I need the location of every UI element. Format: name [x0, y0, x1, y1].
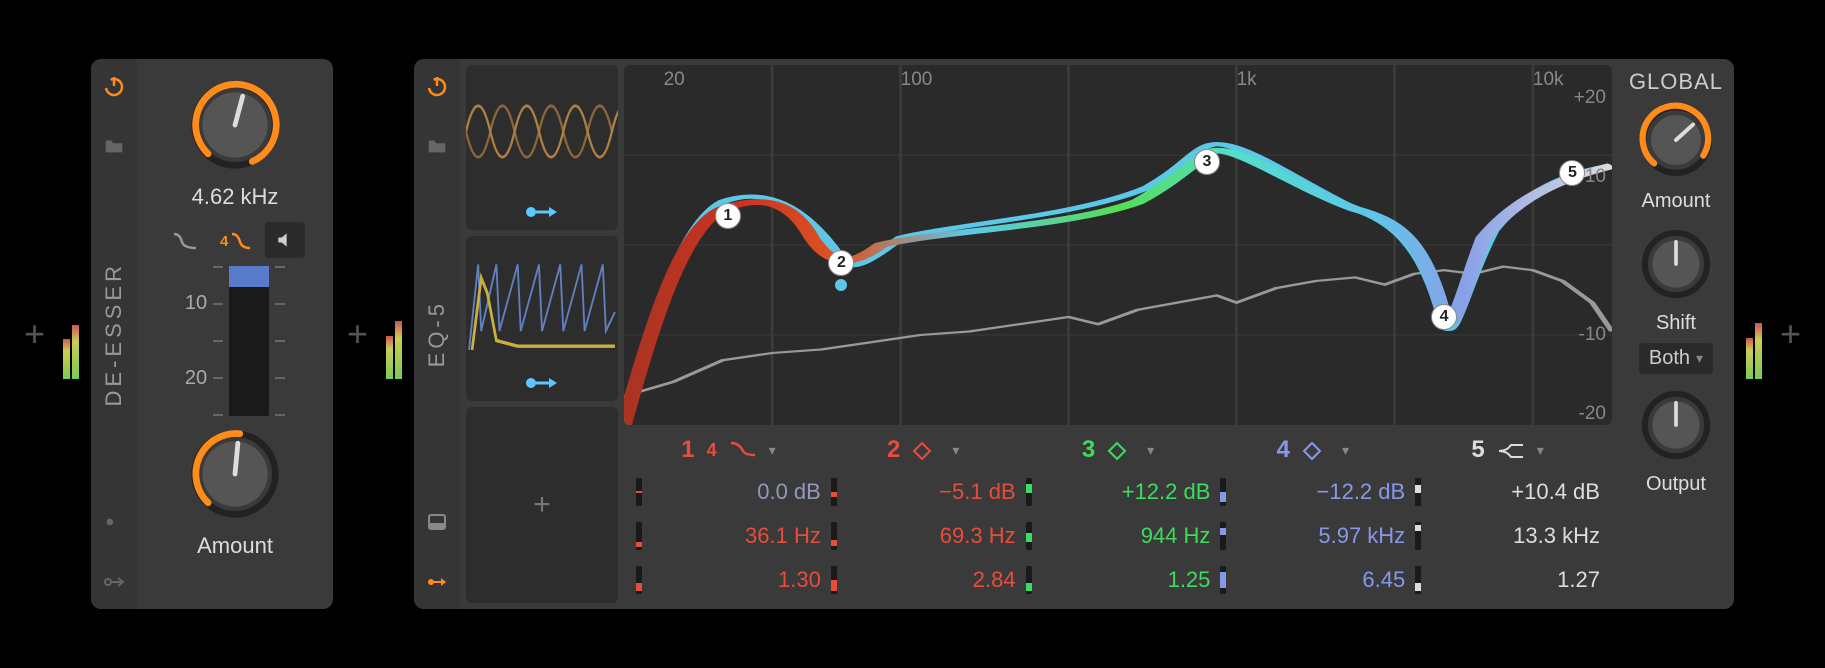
deesser-amount-knob[interactable] [187, 426, 283, 527]
deesser-freq-value: 4.62 kHz [192, 184, 279, 210]
eq-band-node-5[interactable]: 5 [1559, 160, 1585, 186]
band-3-gain[interactable]: +12.2 dB [1026, 475, 1211, 509]
eq5-scope-envelope[interactable] [466, 236, 618, 401]
global-shift-label: Shift [1656, 312, 1696, 335]
eq-band-node-4[interactable]: 4 [1431, 304, 1457, 330]
band-5-gain[interactable]: +10.4 dB [1415, 475, 1600, 509]
add-module-left[interactable]: + [10, 313, 59, 355]
axis-x-label: 10k [1533, 69, 1564, 91]
band-4-gain[interactable]: −12.2 dB [1220, 475, 1405, 509]
mid-meter [382, 289, 406, 379]
global-output-knob[interactable] [1639, 388, 1713, 467]
global-amount-knob[interactable] [1637, 101, 1715, 184]
deesser-route-icon[interactable] [99, 567, 129, 597]
axis-y-label: +20 [1574, 87, 1606, 109]
chevron-down-icon: ▾ [1147, 442, 1154, 459]
axis-x-label: 1k [1237, 69, 1257, 91]
eq-reference-dot [835, 279, 847, 291]
chevron-down-icon: ▾ [769, 442, 776, 459]
eq5-curve-display[interactable]: 201001k10k+20+10-10-2012345 [624, 65, 1612, 425]
band-header-3[interactable]: 3▾ [1026, 435, 1211, 465]
band-column-2: 2▾ −5.1 dB 69.3 Hz 2.84 [831, 435, 1016, 597]
deesser-reduction-meter: 1020 [185, 266, 285, 416]
axis-y-label: -10 [1579, 324, 1606, 346]
chevron-down-icon: ▾ [1342, 442, 1349, 459]
eq5-expand-icon[interactable] [422, 507, 452, 537]
eq5-add-scope[interactable]: + [466, 407, 618, 603]
band-2-freq[interactable]: 69.3 Hz [831, 519, 1016, 553]
eq5-route-icon[interactable] [422, 567, 452, 597]
band-column-4: 4▾ −12.2 dB 5.97 kHz 6.45 [1220, 435, 1405, 597]
eq5-title: EQ-5 [424, 300, 450, 367]
band-header-1[interactable]: 14▾ [636, 435, 821, 465]
add-module-mid[interactable]: + [333, 313, 382, 355]
eq5-scope-time[interactable] [466, 65, 618, 230]
axis-x-label: 20 [664, 69, 685, 91]
deesser-wideband-icon[interactable] [165, 222, 205, 258]
band-4-q[interactable]: 6.45 [1220, 563, 1405, 597]
deesser-modulate-icon[interactable] [99, 507, 129, 537]
band-column-5: 5▾ +10.4 dB 13.3 kHz 1.27 [1415, 435, 1600, 597]
deesser-freq-knob[interactable] [187, 77, 283, 178]
band-3-freq[interactable]: 944 Hz [1026, 519, 1211, 553]
eq-band-node-2[interactable]: 2 [828, 250, 854, 276]
axis-y-label: -20 [1579, 403, 1606, 425]
deesser-sidebar: DE-ESSER [91, 59, 137, 609]
band-column-1: 14▾ 0.0 dB 36.1 Hz 1.30 [636, 435, 821, 597]
band-header-5[interactable]: 5▾ [1415, 435, 1600, 465]
chevron-down-icon: ▾ [1696, 350, 1703, 367]
global-title: GLOBAL [1629, 69, 1723, 95]
band-3-q[interactable]: 1.25 [1026, 563, 1211, 597]
deesser-monitor-icon[interactable] [265, 222, 305, 258]
global-output-label: Output [1646, 473, 1706, 496]
deesser-preset-folder-icon[interactable] [99, 131, 129, 161]
eq5-preset-folder-icon[interactable] [422, 131, 452, 161]
eq5-band-parameters: 14▾ 0.0 dB 36.1 Hz 1.30 2▾ −5.1 dB 69.3 Hz 2.84… [624, 425, 1612, 603]
deesser-power-icon[interactable] [99, 71, 129, 101]
global-amount-label: Amount [1642, 190, 1711, 213]
band-2-gain[interactable]: −5.1 dB [831, 475, 1016, 509]
eq-band-node-3[interactable]: 3 [1194, 149, 1220, 175]
band-header-2[interactable]: 2▾ [831, 435, 1016, 465]
global-shift-knob[interactable] [1639, 227, 1713, 306]
band-header-4[interactable]: 4▾ [1220, 435, 1405, 465]
scope1-mode-icon[interactable] [466, 198, 618, 230]
eq5-sidebar: EQ-5 [414, 59, 460, 609]
band-2-q[interactable]: 2.84 [831, 563, 1016, 597]
eq-band-node-1[interactable]: 1 [715, 203, 741, 229]
eq5-global-panel: GLOBAL Amount Shift [1618, 59, 1734, 609]
chevron-down-icon: ▾ [1537, 442, 1544, 459]
eq5-oscilloscope-column: + [460, 59, 624, 609]
deesser-body: 4.62 kHz 4 1020 Amount [137, 59, 333, 609]
eq5-power-icon[interactable] [422, 71, 452, 101]
svg-text:4: 4 [220, 233, 229, 250]
add-module-right[interactable]: + [1766, 313, 1815, 355]
deesser-amount-label: Amount [197, 533, 273, 559]
global-channel-select[interactable]: Both ▾ [1639, 343, 1713, 374]
band-1-gain[interactable]: 0.0 dB [636, 475, 821, 509]
deesser-module: DE-ESSER 4.62 kHz 4 1020 [91, 59, 333, 609]
band-column-3: 3▾ +12.2 dB 944 Hz 1.25 [1026, 435, 1211, 597]
deesser-title: DE-ESSER [101, 262, 127, 406]
band-5-q[interactable]: 1.27 [1415, 563, 1600, 597]
band-4-freq[interactable]: 5.97 kHz [1220, 519, 1405, 553]
output-meter [1742, 289, 1766, 379]
deesser-split-icon[interactable]: 4 [215, 222, 255, 258]
band-1-q[interactable]: 1.30 [636, 563, 821, 597]
input-meter [59, 289, 83, 379]
chevron-down-icon: ▾ [952, 442, 959, 459]
band-1-freq[interactable]: 36.1 Hz [636, 519, 821, 553]
axis-x-label: 100 [901, 69, 933, 91]
band-5-freq[interactable]: 13.3 kHz [1415, 519, 1600, 553]
scope2-mode-icon[interactable] [466, 369, 618, 401]
eq5-module: EQ-5 + [414, 59, 1734, 609]
